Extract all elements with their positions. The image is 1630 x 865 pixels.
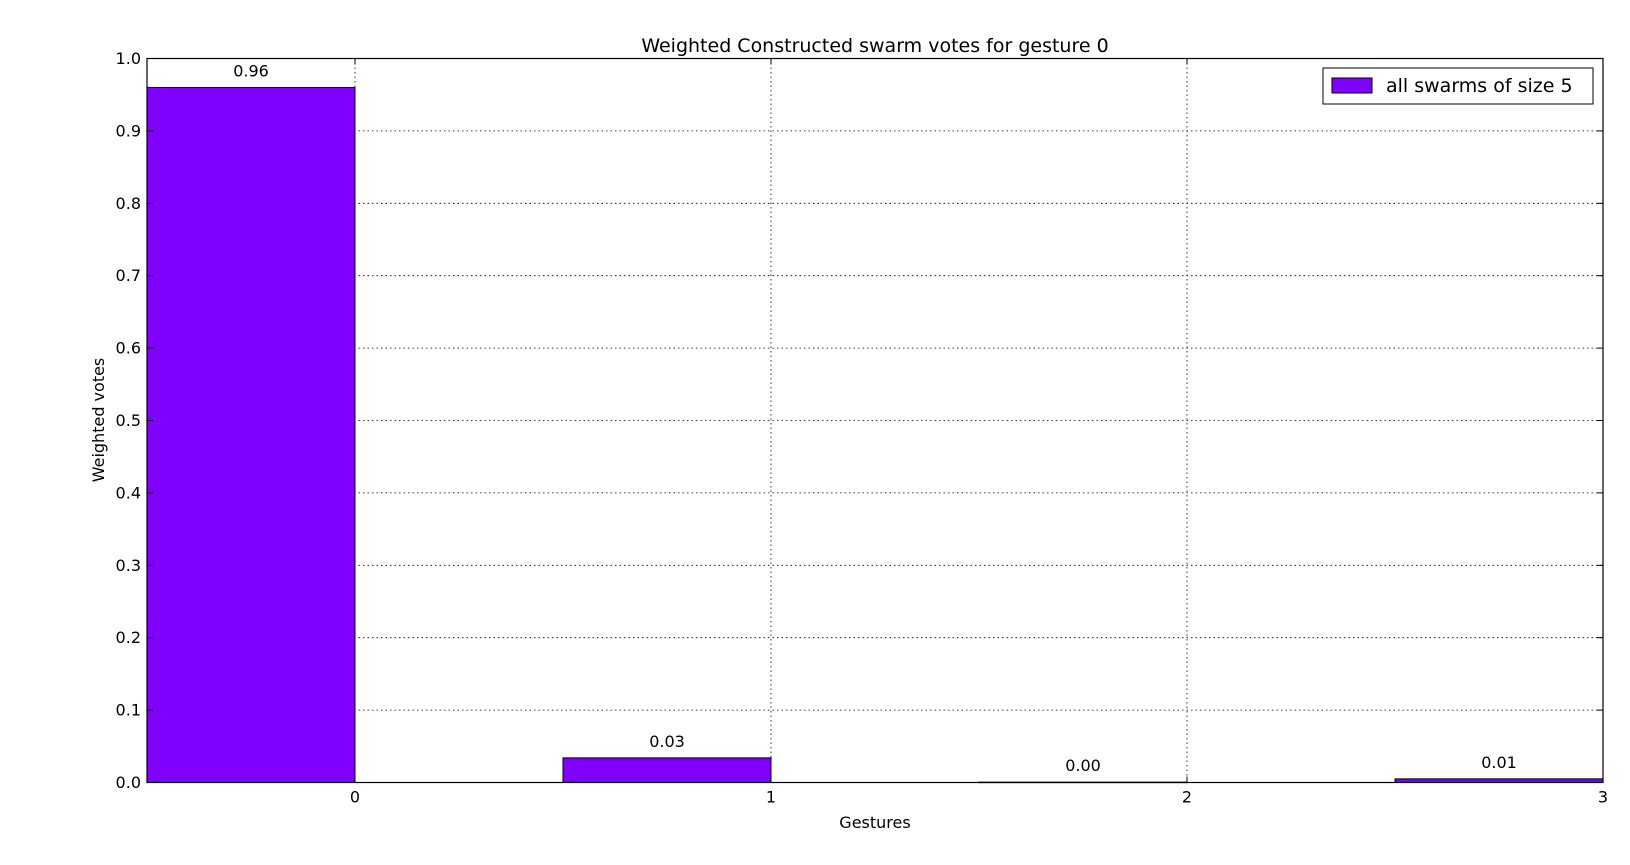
y-tick-label: 1.0 xyxy=(116,49,141,68)
y-tick-label: 0.2 xyxy=(116,628,141,647)
y-axis-label: Weighted votes xyxy=(89,358,108,483)
y-tick-label: 0.9 xyxy=(116,121,141,140)
legend-swatch xyxy=(1331,77,1373,94)
bar-value-label: 0.01 xyxy=(1481,753,1517,772)
x-tick-labels: 0 1 2 3 xyxy=(350,788,1608,807)
chart-title: Weighted Constructed swarm votes for ges… xyxy=(641,35,1108,57)
bar xyxy=(562,757,772,783)
y-tick-label: 0.5 xyxy=(116,411,141,430)
grid xyxy=(147,58,1603,783)
legend: all swarms of size 5 xyxy=(1322,67,1594,105)
bar xyxy=(146,86,356,783)
x-axis-label: Gestures xyxy=(839,813,910,832)
bar-value-label: 0.96 xyxy=(233,61,269,80)
y-tick-label: 0.3 xyxy=(116,556,141,575)
bars xyxy=(146,86,1604,784)
y-tick-label: 0.0 xyxy=(116,773,141,792)
bar-value-label: 0.03 xyxy=(649,732,685,751)
y-tick-label: 0.7 xyxy=(116,266,141,285)
x-tick-label: 1 xyxy=(766,788,776,807)
bar-labels: 0.96 0.03 0.00 0.01 xyxy=(233,61,1517,775)
x-tick-label: 0 xyxy=(350,788,360,807)
x-tick-label: 3 xyxy=(1598,788,1608,807)
y-tick-label: 0.1 xyxy=(116,701,141,720)
y-tick-label: 0.6 xyxy=(116,339,141,358)
y-tick-labels: 0.0 0.1 0.2 0.3 0.4 0.5 0.6 0.7 0.8 0.9 1.0 xyxy=(116,49,141,792)
x-tick-label: 2 xyxy=(1182,788,1192,807)
y-tick-label: 0.8 xyxy=(116,194,141,213)
ticks xyxy=(147,58,1604,783)
bar-value-label: 0.00 xyxy=(1065,756,1101,775)
y-tick-label: 0.4 xyxy=(116,483,141,502)
legend-label: all swarms of size 5 xyxy=(1386,75,1573,97)
